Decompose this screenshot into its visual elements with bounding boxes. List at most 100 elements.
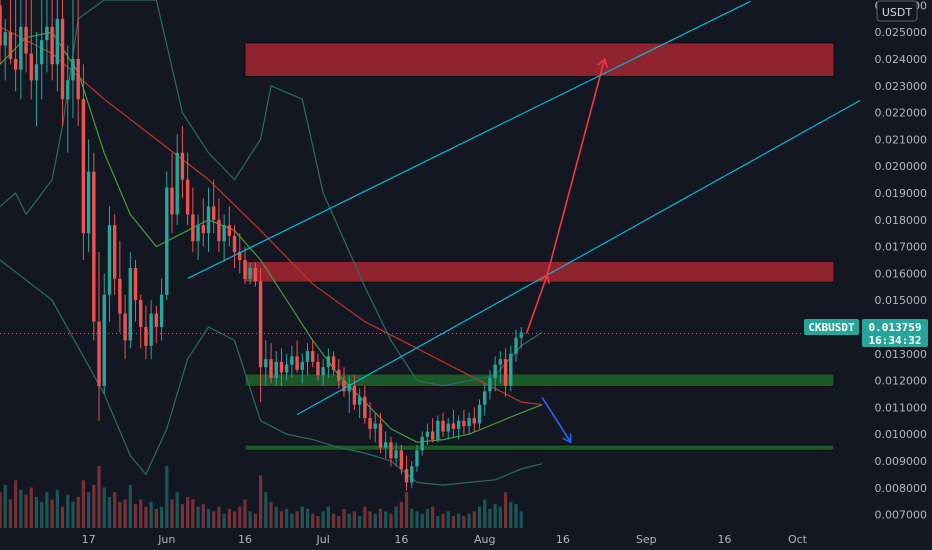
candle-body [55,18,60,65]
volume-bar [76,497,80,528]
volume-bar [154,508,158,528]
volume-bar [358,516,362,528]
time-axis[interactable] [0,528,860,550]
time-axis-ticks: 17 Jun 16 Jul 16 Aug 16 Sep 16 Oct [82,533,808,546]
volume-bar [509,501,513,528]
volume-bar [483,499,487,528]
volume-bar [14,480,18,528]
volume-bar [128,485,132,528]
candle-body [180,152,185,180]
volume-bar [8,499,13,528]
volume-bar [384,511,388,528]
volume-bar [285,508,289,528]
volume-bar [436,516,440,528]
volume-bar [279,511,284,528]
price-zones [244,42,835,451]
arrow-head [562,433,572,444]
time-tick-label: 16 [238,533,252,546]
volume-bar [222,513,226,528]
candle-body [404,469,409,483]
bb-lower-line [0,259,543,486]
volume-bar [40,501,44,528]
price-tick-label: 0.024000 [875,53,928,66]
price-axis[interactable] [860,0,932,550]
volume-bar [290,513,294,528]
candle-body [300,361,305,370]
candle-body [133,268,138,301]
candle-body [196,225,200,242]
candle-body [170,187,174,215]
candle-body [66,80,70,100]
candle-body [456,420,461,429]
volume-bar [253,513,257,528]
candle-body [342,380,346,392]
volume-bar [165,466,169,528]
candle-body [76,58,80,100]
volume-bar [144,506,148,528]
price-tick-label: 0.012000 [875,375,928,388]
price-tick-label: 0.022000 [875,107,928,120]
price-tick-label: 0.023000 [875,80,928,93]
candle-body [274,361,278,378]
volume-bar [503,492,508,528]
candle-body [389,442,393,459]
candle-body [154,313,159,327]
candle-body [211,206,216,220]
arrow-head [539,273,550,284]
volume-bar [441,513,445,528]
volume-bar [50,499,54,528]
candle-body [483,391,487,405]
candle-body [503,359,508,386]
volume-bars [0,466,523,528]
candle-body [238,251,242,260]
arrow-head [597,57,608,68]
unit-label: USDT [882,6,913,19]
volume-bar [186,497,190,528]
candle-body [253,268,258,282]
candle-body [8,32,13,59]
candle-body [415,450,419,467]
volume-bar [274,506,278,528]
candle-body [331,356,336,370]
symbol-badge [804,319,859,335]
volume-bar [305,508,310,528]
price-tick-label: 0.016000 [875,267,928,280]
candle-body [488,377,492,392]
volume-bar [514,504,518,528]
time-tick-label: Jul [316,533,330,546]
candle-body [107,225,112,295]
volume-bar [133,504,138,528]
volume-bar [217,506,221,528]
candle-body [50,26,54,65]
candle-body [60,18,65,100]
volume-bar [243,499,247,528]
bb-upper-line [0,0,543,387]
candle-body [410,466,414,483]
volume-bar [316,516,320,528]
ma-green-line [0,31,543,443]
price-tick-label: 0.015000 [875,294,928,307]
last-price-value: 0.013759 [869,321,922,334]
projection-arrows [525,57,608,444]
symbol-label: CKBUSDT [804,319,859,335]
volume-bar [212,511,216,528]
unit-badge [876,0,918,22]
candle-body [378,423,383,448]
volume-bar [227,508,231,528]
candle-body [519,332,523,338]
candle-body [441,420,445,432]
support-zone [244,373,835,387]
support-zone [244,444,835,451]
candle-body [420,436,424,451]
candle-body [493,364,497,378]
volume-bar [71,501,75,528]
volume-bar [55,489,59,528]
arrow-segment [541,397,572,443]
volume-bar [300,506,304,528]
candle-body [217,219,221,242]
candle-body [514,337,518,354]
volume-bar [248,511,252,528]
volume-bar [19,489,23,528]
volume-bar [60,506,65,528]
